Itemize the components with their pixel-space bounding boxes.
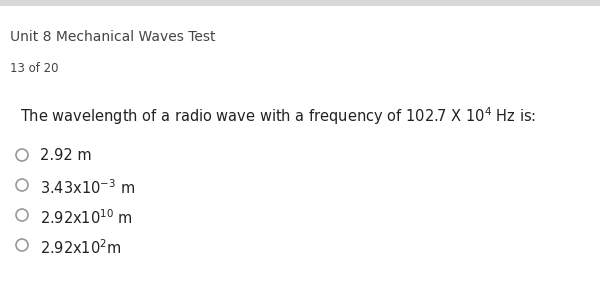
Bar: [0, 0, 600, 6]
Text: 3.43x10$^{-3}$ m: 3.43x10$^{-3}$ m: [40, 178, 135, 197]
Text: 2.92 m: 2.92 m: [40, 148, 92, 163]
Text: 13 of 20: 13 of 20: [10, 62, 59, 75]
Text: 2.92x10$^{2}$m: 2.92x10$^{2}$m: [40, 238, 122, 257]
Text: The wavelength of a radio wave with a frequency of 102.7 X 10$^{4}$ Hz is:: The wavelength of a radio wave with a fr…: [20, 105, 536, 127]
Text: 2.92x10$^{10}$ m: 2.92x10$^{10}$ m: [40, 208, 133, 227]
Text: Unit 8 Mechanical Waves Test: Unit 8 Mechanical Waves Test: [10, 30, 215, 44]
